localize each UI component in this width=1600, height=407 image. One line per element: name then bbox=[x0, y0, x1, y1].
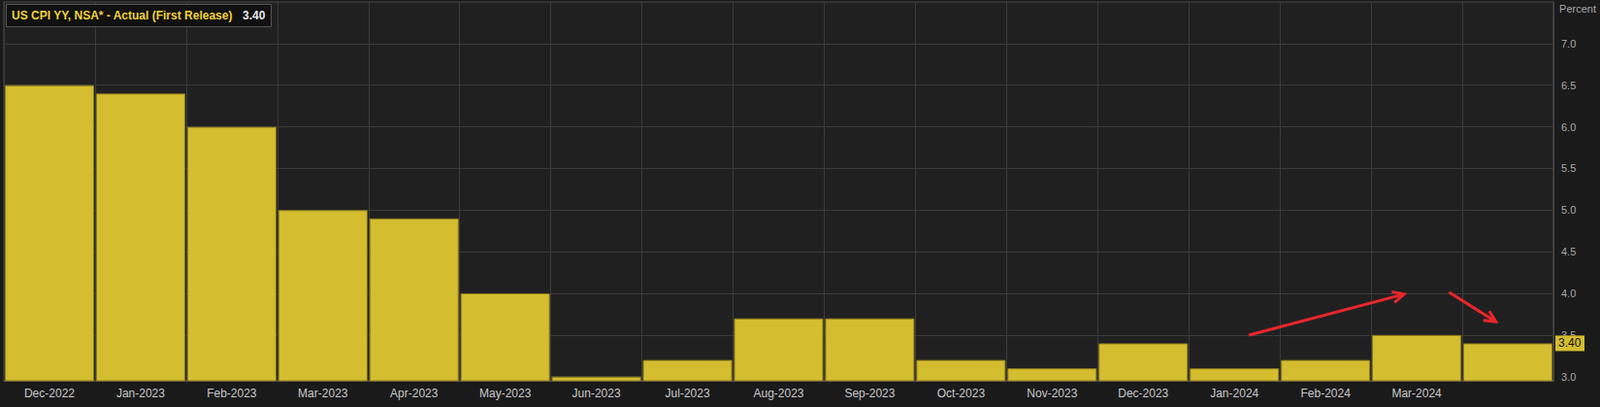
svg-text:Feb-2024: Feb-2024 bbox=[1300, 386, 1351, 400]
svg-text:Dec-2022: Dec-2022 bbox=[24, 386, 75, 400]
svg-text:Mar-2023: Mar-2023 bbox=[297, 386, 349, 400]
svg-text:US CPI YY, NSA* - Actual (Firs: US CPI YY, NSA* - Actual (First Release) bbox=[11, 8, 232, 23]
svg-text:Feb-2023: Feb-2023 bbox=[206, 386, 258, 400]
svg-text:Nov-2023: Nov-2023 bbox=[1026, 386, 1078, 400]
svg-text:5.5: 5.5 bbox=[1561, 162, 1576, 174]
svg-text:Jun-2023: Jun-2023 bbox=[572, 386, 621, 400]
svg-text:Mar-2024: Mar-2024 bbox=[1391, 386, 1442, 400]
svg-text:4.5: 4.5 bbox=[1561, 245, 1576, 258]
svg-text:3.40: 3.40 bbox=[242, 8, 266, 23]
svg-text:3.5: 3.5 bbox=[1561, 328, 1577, 341]
svg-text:Apr-2023: Apr-2023 bbox=[390, 386, 439, 400]
svg-text:3.0: 3.0 bbox=[1561, 370, 1576, 383]
svg-text:4.0: 4.0 bbox=[1561, 287, 1576, 299]
svg-text:May-2023: May-2023 bbox=[479, 386, 532, 400]
svg-text:Aug-2023: Aug-2023 bbox=[752, 386, 804, 400]
svg-text:Jan-2023: Jan-2023 bbox=[116, 386, 165, 400]
svg-text:Jan-2024: Jan-2024 bbox=[1209, 386, 1259, 400]
svg-text:7.0: 7.0 bbox=[1561, 37, 1576, 50]
svg-text:Oct-2023: Oct-2023 bbox=[937, 386, 986, 400]
svg-text:5.0: 5.0 bbox=[1561, 203, 1576, 216]
svg-text:Sep-2023: Sep-2023 bbox=[844, 386, 895, 400]
svg-text:6.5: 6.5 bbox=[1561, 79, 1576, 92]
svg-text:3.40: 3.40 bbox=[1558, 335, 1582, 350]
svg-text:Jul-2023: Jul-2023 bbox=[665, 386, 711, 400]
svg-text:6.0: 6.0 bbox=[1561, 121, 1576, 133]
svg-text:Percent: Percent bbox=[1559, 2, 1597, 15]
svg-text:Dec-2023: Dec-2023 bbox=[1117, 386, 1169, 400]
